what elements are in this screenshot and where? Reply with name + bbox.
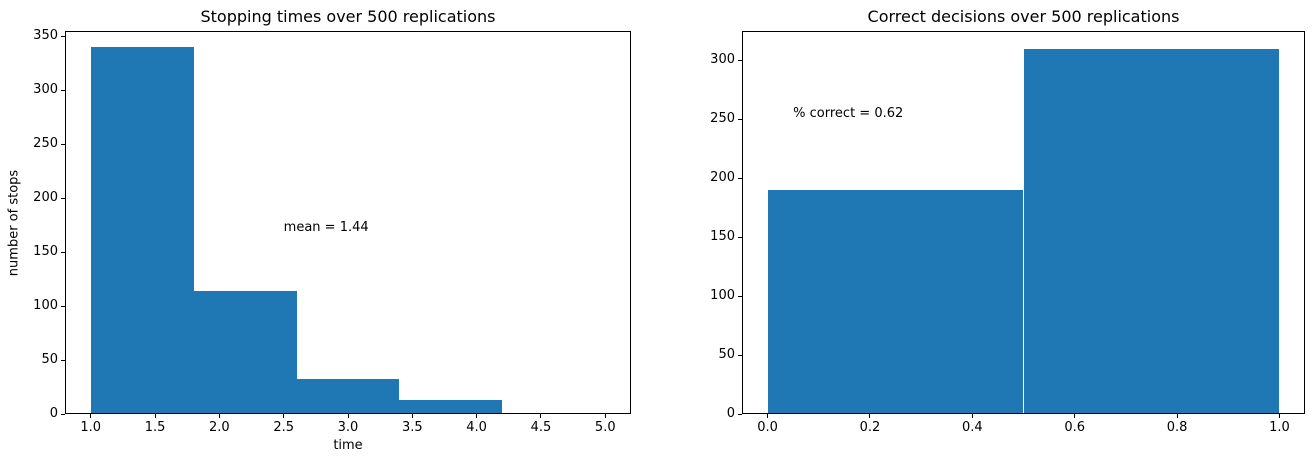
histogram-bar: [193, 291, 297, 414]
x-tick-mark: [1074, 414, 1076, 418]
y-tick-label: 250: [33, 136, 58, 152]
y-tick-label: 300: [33, 82, 58, 98]
y-tick-mark: [61, 35, 65, 37]
y-tick-label: 150: [710, 229, 735, 245]
x-tick-label: 4.0: [466, 420, 487, 435]
x-tick-label: 1.5: [144, 420, 166, 435]
histogram-bar: [399, 399, 503, 414]
histogram-bar: [767, 190, 1024, 414]
y-tick-mark: [61, 197, 65, 199]
x-tick-label: 2.0: [209, 420, 230, 435]
x-tick-label: 3.0: [337, 420, 359, 435]
x-tick-label: 0.2: [859, 420, 881, 435]
x-tick-label: 0.8: [1166, 420, 1188, 435]
x-tick-mark: [869, 414, 871, 418]
histogram-bar: [1023, 48, 1280, 414]
y-tick-mark: [738, 236, 742, 238]
y-tick-mark: [738, 354, 742, 356]
x-tick-label: 1.0: [1269, 420, 1290, 435]
x-tick-label: 4.5: [530, 420, 552, 435]
y-tick-mark: [61, 305, 65, 307]
y-tick-mark: [738, 177, 742, 179]
x-tick-mark: [971, 414, 973, 418]
y-tick-mark: [61, 89, 65, 91]
y-tick-label: 200: [710, 170, 735, 186]
y-tick-label: 50: [41, 352, 58, 368]
y-axis-label: number of stops: [6, 169, 22, 276]
chart-title: Correct decisions over 500 replications: [867, 7, 1180, 26]
histogram-bars: [65, 31, 631, 414]
x-tick-label: 0.4: [961, 420, 983, 435]
x-tick-mark: [347, 414, 349, 418]
chart-title: Stopping times over 500 replications: [200, 7, 496, 26]
annotation-percent-correct: % correct = 0.62: [793, 106, 904, 122]
y-tick-label: 100: [710, 288, 735, 304]
y-tick-mark: [738, 59, 742, 61]
y-tick-label: 250: [710, 111, 735, 127]
histogram-bar: [502, 412, 606, 414]
x-tick-mark: [1176, 414, 1178, 418]
x-axis-label: time: [333, 438, 363, 453]
x-tick-label: 1.0: [80, 420, 102, 435]
axes-stopping-times: Stopping times over 500 replications mea…: [7, 7, 631, 453]
histogram-bar: [296, 379, 400, 414]
x-tick-label: 5.0: [594, 420, 616, 435]
x-tick-mark: [540, 414, 542, 418]
y-tick-label: 100: [33, 298, 58, 314]
y-tick-label: 300: [710, 52, 735, 68]
x-tick-label: 2.5: [273, 420, 295, 435]
x-tick-label: 3.5: [401, 420, 423, 435]
x-tick-mark: [154, 414, 156, 418]
annotation-mean: mean = 1.44: [283, 219, 369, 235]
x-tick-mark: [1278, 414, 1280, 418]
y-tick-label: 0: [726, 406, 735, 421]
x-tick-mark: [90, 414, 92, 418]
x-tick-mark: [283, 414, 285, 418]
y-tick-mark: [738, 413, 742, 415]
x-tick-label: 0.6: [1064, 420, 1086, 435]
x-tick-mark: [476, 414, 478, 418]
y-tick-label: 200: [33, 190, 58, 206]
y-tick-mark: [61, 251, 65, 253]
x-tick-mark: [218, 414, 220, 418]
x-tick-mark: [767, 414, 769, 418]
y-tick-label: 150: [33, 244, 58, 260]
x-tick-mark: [411, 414, 413, 418]
y-tick-label: 0: [49, 406, 58, 421]
x-tick-label: 0.0: [757, 420, 778, 435]
axes-correct-decisions: Correct decisions over 500 replications …: [710, 7, 1305, 435]
y-tick-mark: [738, 295, 742, 297]
y-tick-label: 50: [718, 347, 735, 363]
y-tick-label: 350: [33, 28, 58, 44]
x-tick-mark: [604, 414, 606, 418]
histogram-bar: [90, 47, 194, 414]
y-tick-mark: [738, 118, 742, 120]
y-tick-mark: [61, 359, 65, 361]
y-tick-mark: [61, 143, 65, 145]
histogram-bars: [742, 31, 1305, 414]
y-tick-mark: [61, 413, 65, 415]
